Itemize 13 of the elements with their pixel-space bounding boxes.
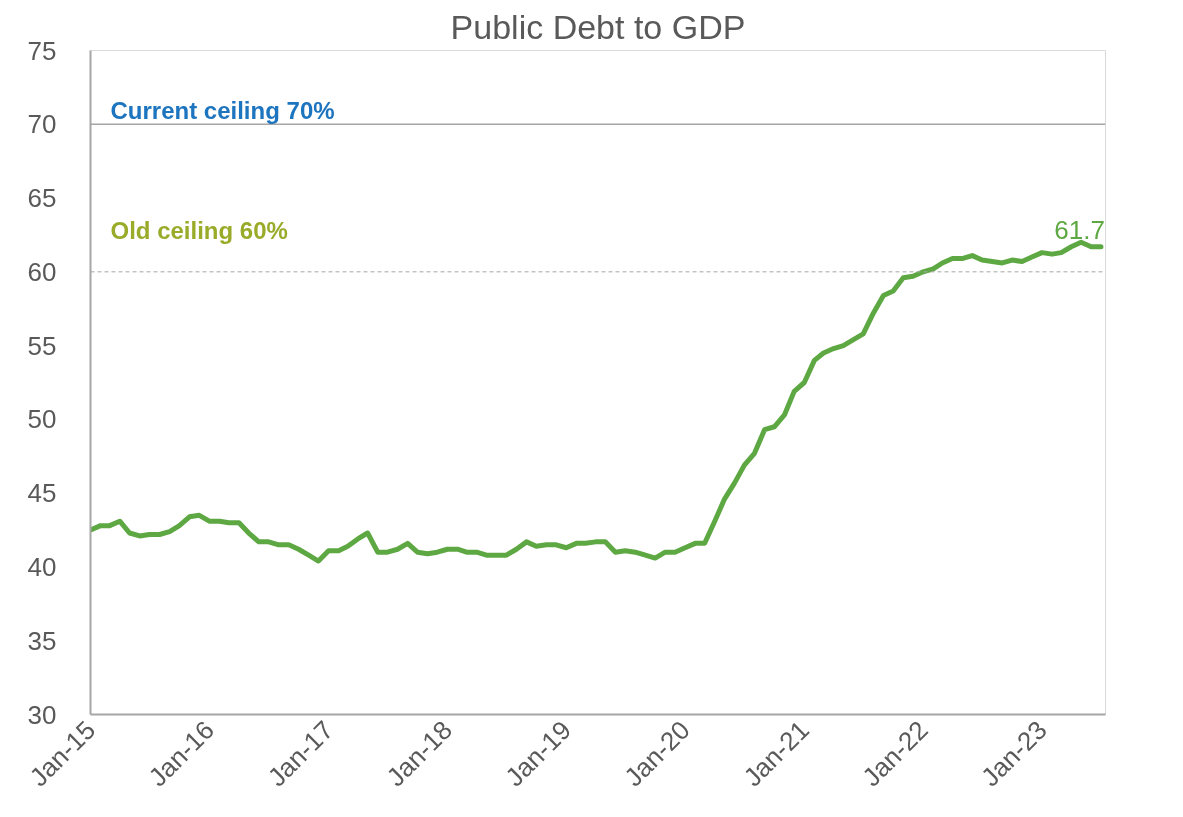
y-tick-label: 40 bbox=[27, 551, 57, 582]
y-tick-label: 65 bbox=[27, 183, 57, 214]
y-tick-label: 70 bbox=[27, 109, 57, 140]
y-tick-label: 35 bbox=[27, 625, 57, 656]
y-tick-label: 55 bbox=[27, 330, 57, 361]
data-label: 61.7 bbox=[1054, 214, 1105, 245]
chart-title: Public Debt to GDP bbox=[450, 7, 746, 46]
y-tick-label: 50 bbox=[27, 404, 57, 435]
y-tick-label: 60 bbox=[27, 256, 57, 287]
ref-line-label: Old ceiling 60% bbox=[110, 216, 288, 244]
ref-line-label: Current ceiling 70% bbox=[110, 97, 335, 125]
y-tick-label: 45 bbox=[27, 478, 57, 509]
y-tick-label: 75 bbox=[27, 35, 57, 66]
